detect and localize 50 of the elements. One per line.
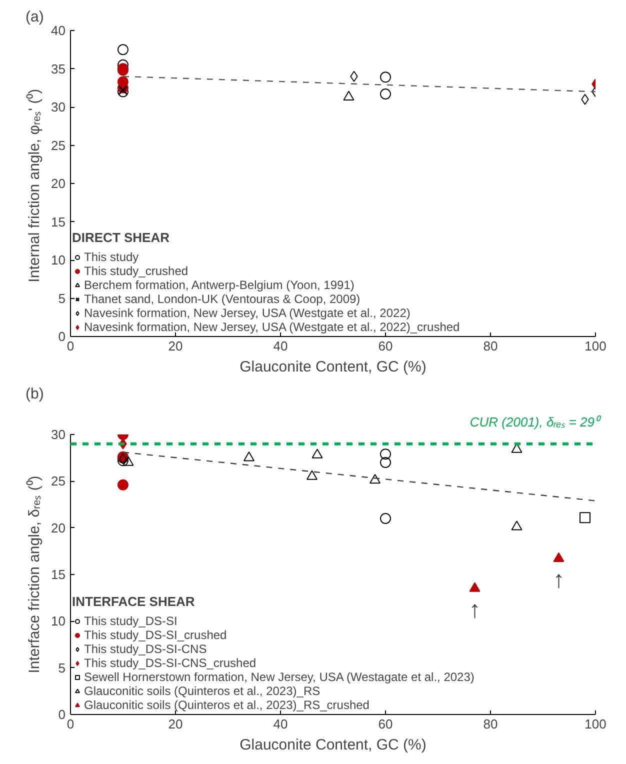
y-tick-label: 15	[51, 214, 66, 230]
legend-label: Navesink formation, New Jersey, USA (Westgate et al., 2022)	[84, 306, 410, 320]
x-tick-label: 100	[584, 338, 606, 354]
legend-label: Navesink formation, New Jersey, USA (Westgate et al., 2022)_crushed	[84, 320, 460, 334]
x-tick-label: 60	[378, 338, 393, 354]
y-tick-label: 25	[51, 138, 66, 153]
chart-title: (a)	[26, 8, 44, 26]
y-tick-label: 10	[51, 614, 66, 629]
y-tick-label: 30	[51, 100, 66, 114]
legend-label: This study_DS-SI-CNS	[84, 642, 207, 656]
x-tick-label: 80	[483, 716, 498, 732]
x-axis-title: Glauconite Content, GC (%)	[240, 736, 426, 754]
y-tick-label: 30	[51, 427, 66, 442]
y-tick-label: 20	[51, 176, 66, 191]
legend-label: This study	[84, 250, 139, 264]
legend-label: This study_DS-SI_crushed	[84, 628, 227, 642]
y-tick-label: 5	[58, 290, 66, 306]
y-tick-label: 35	[51, 61, 66, 76]
x-axis-title: Glauconite Content, GC (%)	[240, 358, 426, 376]
y-tick-label: 5	[58, 660, 66, 676]
legend-title: DIRECT SHEAR	[72, 230, 171, 245]
y-tick-label: 10	[51, 252, 66, 268]
legend-label: This study_crushed	[84, 264, 188, 278]
y-tick-label: 0	[58, 329, 66, 344]
annotation: ↑	[552, 566, 565, 594]
legend-label: Sewell Hornerstown formation, New Jersey, USA (Westagate et al., 2023)	[84, 670, 474, 684]
legend-label: Glauconitic soils (Quinteros et al., 2023)_RS_crushed	[84, 698, 370, 712]
y-tick-label: 0	[58, 707, 66, 722]
legend-label: Berchem formation, Antwerp-Belgium (Yoon, 1991)	[84, 278, 354, 292]
x-tick-label: 40	[273, 338, 288, 354]
ref-line-label: CUR (2001), δᵣₑₛ = 29⁰	[470, 414, 602, 430]
legend-title: INTERFACE SHEAR	[72, 594, 195, 609]
legend-label: This study_DS-SI	[84, 614, 178, 628]
x-tick-label: 20	[168, 716, 183, 732]
y-tick-label: 25	[51, 474, 66, 489]
y-axis-title: Interface friction angle, δᵣₑₛ (⁰)	[26, 476, 44, 674]
y-axis-title: Internal friction angle, φᵣₑₛ' (⁰)	[26, 88, 44, 282]
x-tick-label: 20	[168, 338, 183, 354]
x-tick-label: 80	[483, 338, 498, 354]
legend-label: Thanet sand, London-UK (Ventouras & Coop, 2009)	[84, 292, 360, 306]
annotation: ↑	[468, 596, 481, 624]
y-tick-label: 40	[51, 23, 66, 38]
y-tick-label: 20	[51, 520, 66, 536]
x-tick-label: 40	[273, 716, 288, 732]
x-tick-label: 100	[584, 716, 606, 732]
chart-title: (b)	[26, 386, 44, 402]
y-tick-label: 15	[51, 567, 66, 582]
legend-label: This study_DS-SI-CNS_crushed	[84, 656, 256, 670]
legend-label: Glauconitic soils (Quinteros et al., 2023)_RS	[84, 684, 320, 698]
x-tick-label: 60	[378, 716, 393, 732]
